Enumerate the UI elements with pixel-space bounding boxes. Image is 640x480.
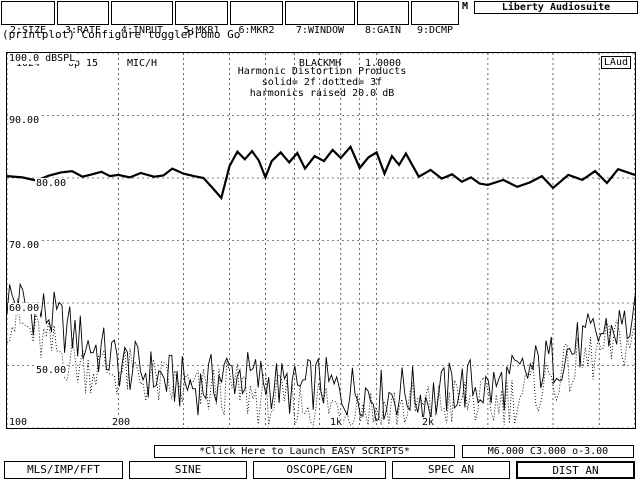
- bottom-tabs: MLS/IMP/FFT SINE OSCOPE/GEN SPEC AN DIST…: [0, 461, 640, 479]
- series-fundamental: [7, 144, 635, 201]
- y-label-100: 100.0 dBSPL: [8, 53, 77, 64]
- distortion-plot[interactable]: Harmonic Distortion Products solid= 2f d…: [6, 52, 636, 429]
- x-label-1k: 1k: [329, 417, 344, 428]
- dcmp-button[interactable]: 9:DCMP: [411, 1, 459, 36]
- marker1-button[interactable]: 5:MKR1: [175, 1, 228, 36]
- x-label-100: 100: [8, 417, 29, 428]
- brand-mark-icon: M: [462, 1, 469, 12]
- rate-button[interactable]: 3:RATE op 15: [57, 1, 109, 69]
- series-3f: [7, 298, 635, 427]
- plot-title-line-1: Harmonic Distortion Products: [237, 66, 407, 77]
- chart-svg: [7, 53, 635, 428]
- tab-oscope-gen[interactable]: OSCOPE/GEN: [253, 461, 386, 479]
- top-toolbar: 2:SIZE 1024 3:RATE op 15 4:INPUT MIC/H 5…: [0, 0, 640, 69]
- input-button-label: 4:INPUT: [120, 25, 164, 36]
- laud-badge[interactable]: LAud: [600, 56, 631, 69]
- x-label-200: 200: [111, 417, 132, 428]
- gain-button-label: 8:GAIN: [364, 25, 402, 36]
- input-button-value: MIC/H: [126, 58, 158, 69]
- tab-mls-imp-fft[interactable]: MLS/IMP/FFT: [4, 461, 123, 479]
- tab-sine[interactable]: SINE: [129, 461, 247, 479]
- y-label-90: 90.00: [8, 115, 41, 126]
- command-line[interactable]: (printplot) Configure togglePromo Go: [2, 28, 241, 41]
- gain-button[interactable]: 8:GAIN 1.0000: [357, 1, 409, 69]
- dcmp-button-label: 9:DCMP: [416, 25, 454, 36]
- size-button[interactable]: 2:SIZE 1024: [1, 1, 55, 69]
- status-readout: M6.000 C3.000 o-3.00: [462, 445, 634, 458]
- tab-dist-an[interactable]: DIST AN: [516, 461, 635, 479]
- window-button[interactable]: 7:WINDOW BLACKMH: [285, 1, 355, 69]
- plot-title-line-2: solid= 2f dotted= 3f: [261, 77, 383, 88]
- plot-title: Harmonic Distortion Products solid= 2f d…: [7, 66, 637, 99]
- rate-button-label: 3:RATE: [64, 25, 102, 36]
- tab-spec-an[interactable]: SPEC AN: [392, 461, 510, 479]
- y-label-70: 70.00: [8, 240, 41, 251]
- marker2-button-label: 6:MKR2: [238, 25, 275, 36]
- window-button-label: 7:WINDOW: [295, 25, 345, 36]
- y-label-50: 50.00: [35, 365, 68, 376]
- easy-scripts-button[interactable]: *Click Here to Launch EASY SCRIPTS*: [154, 445, 455, 458]
- marker2-button[interactable]: 6:MKR2: [230, 1, 283, 36]
- app-brand: Liberty Audiosuite: [474, 1, 638, 14]
- window-button-value: BLACKMH: [298, 58, 342, 69]
- plot-title-line-3: harmonics raised 20.0 dB: [249, 88, 395, 99]
- x-label-2k: 2k: [421, 417, 436, 428]
- input-button[interactable]: 4:INPUT MIC/H: [111, 1, 173, 69]
- marker1-button-label: 5:MKR1: [183, 25, 220, 36]
- size-button-label: 2:SIZE: [9, 25, 47, 36]
- y-label-60: 60.00: [8, 303, 41, 314]
- y-label-80: 80.00: [35, 178, 68, 189]
- gain-button-value: 1.0000: [364, 58, 402, 69]
